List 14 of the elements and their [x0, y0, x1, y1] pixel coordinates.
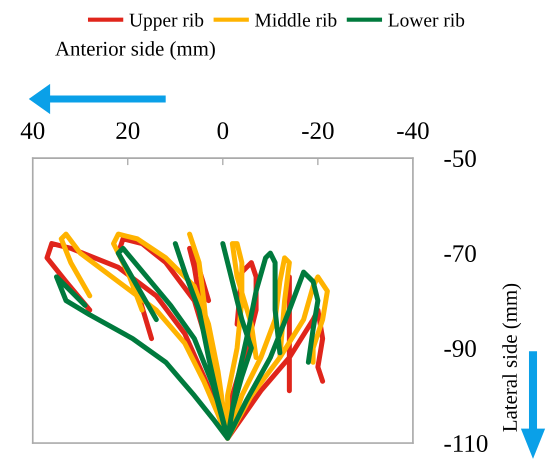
x-tick-label: 20	[116, 122, 140, 140]
legend-label: Upper rib	[129, 13, 204, 31]
x-tick-label: 40	[20, 122, 44, 140]
legend-label: Middle rib	[255, 13, 336, 27]
x-tick-label: -20	[302, 122, 334, 140]
x-tick-label: 0	[218, 122, 228, 140]
x-tick-label: -40	[397, 122, 429, 140]
y-tick-label: -90	[444, 340, 476, 357]
y-tick-label: -50	[444, 150, 476, 168]
y-tick-label: -110	[444, 435, 488, 452]
legend-label: Lower rib	[388, 13, 464, 27]
y-axis-title: Lateral side (mm)	[502, 284, 522, 432]
x-axis-title: Anterior side (mm)	[55, 41, 215, 60]
y-tick-label: -70	[444, 245, 476, 262]
